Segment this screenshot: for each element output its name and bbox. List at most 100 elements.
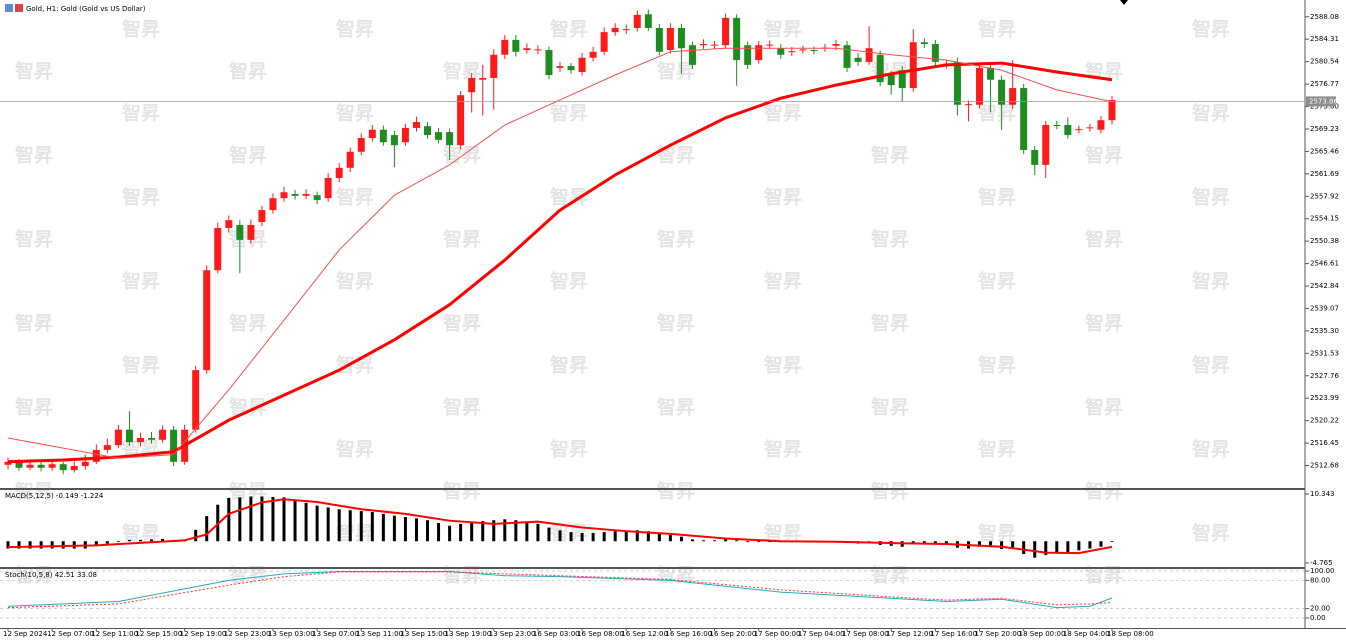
watermark: 智昇 — [336, 102, 374, 125]
macd-bar — [1099, 541, 1103, 547]
x-tick-label: 12 Sep 07:00 — [47, 630, 94, 638]
candle-body — [854, 57, 862, 62]
candle-body — [534, 49, 542, 51]
macd-bar — [271, 496, 275, 542]
x-tick-label: 17 Sep 04:00 — [798, 630, 845, 638]
macd-bar — [525, 522, 529, 542]
candle-body — [412, 122, 420, 128]
watermark: 智昇 — [15, 60, 53, 83]
macd-bar — [17, 541, 21, 549]
macd-bar — [602, 532, 606, 542]
watermark: 智昇 — [871, 312, 909, 335]
indicator-line — [7, 61, 1113, 464]
macd-bar — [646, 531, 650, 542]
candle-body — [81, 461, 89, 466]
candle-body — [324, 177, 332, 199]
macd-bar — [624, 531, 628, 542]
macd-bar — [348, 510, 352, 542]
candle-body — [225, 220, 233, 228]
macd-bar — [1055, 541, 1059, 554]
watermark: 智昇 — [764, 438, 802, 461]
macd-bar — [28, 541, 32, 549]
y-tick-label: 2561.69 — [1310, 170, 1339, 178]
watermark: 智昇 — [336, 186, 374, 209]
watermark: 智昇 — [978, 102, 1016, 125]
candle-body — [556, 66, 564, 68]
watermark: 智昇 — [1085, 228, 1123, 251]
candle-body — [766, 44, 774, 46]
macd-bar — [6, 541, 10, 549]
macd-bar — [459, 523, 463, 542]
y-tick-label: 2565.46 — [1310, 147, 1339, 155]
candle-body — [103, 445, 111, 450]
macd-bar — [1000, 541, 1004, 550]
y-tick-label: 2527.76 — [1310, 372, 1339, 380]
indicator-line — [7, 570, 1113, 609]
shift-marker — [1120, 0, 1128, 5]
candle-body — [313, 195, 321, 200]
candle-body — [15, 461, 23, 468]
y-tick-label: 2523.99 — [1310, 394, 1339, 402]
watermark: 智昇 — [764, 186, 802, 209]
watermark: 智昇 — [229, 396, 267, 419]
x-tick-label: 17 Sep 20:00 — [975, 630, 1022, 638]
candle-body — [346, 151, 354, 168]
y-tick-label: 100.00 — [1310, 567, 1335, 575]
candle-body — [567, 66, 575, 71]
candle-body — [114, 429, 122, 446]
y-tick-label: 2539.07 — [1310, 304, 1339, 312]
macd-bar — [161, 538, 165, 542]
candle-body — [931, 44, 939, 62]
y-tick-label: 2516.45 — [1310, 439, 1339, 447]
watermark: 智昇 — [978, 354, 1016, 377]
macd-bar — [426, 520, 430, 542]
candle-body — [666, 27, 674, 50]
candle-body — [269, 198, 277, 211]
candle-body — [677, 27, 685, 49]
candle-body — [280, 192, 288, 199]
macd-bar — [315, 505, 319, 542]
macd-bar — [127, 539, 131, 542]
candle-body — [788, 51, 796, 53]
macd-bar — [1110, 541, 1114, 543]
y-tick-label: 2569.23 — [1310, 125, 1339, 133]
watermark: 智昇 — [1085, 396, 1123, 419]
watermark: 智昇 — [122, 522, 160, 545]
macd-bar — [1022, 541, 1026, 555]
x-tick-label: 18 Sep 08:00 — [1107, 630, 1154, 638]
candle-body — [26, 464, 34, 468]
watermark: 智昇 — [15, 144, 53, 167]
watermark: 智昇 — [1192, 102, 1230, 125]
indicator-title: MACD(5,12,5) -0.149 -1.224 — [5, 492, 104, 500]
watermark: 智昇 — [443, 396, 481, 419]
candle-body — [203, 270, 211, 371]
x-tick-label: 16 Sep 12:00 — [621, 630, 668, 638]
macd-bar — [702, 540, 706, 542]
watermark: 智昇 — [1192, 18, 1230, 41]
candle-body — [1086, 127, 1094, 129]
watermark: 智昇 — [1085, 312, 1123, 335]
candle-body — [843, 45, 851, 68]
watermark: 智昇 — [657, 396, 695, 419]
macd-bar — [249, 496, 253, 542]
candle-body — [48, 464, 56, 468]
watermark: 智昇 — [871, 564, 909, 587]
macd-bar — [989, 541, 993, 548]
candle-body — [468, 77, 476, 93]
candle-body — [876, 54, 884, 83]
macd-bar — [470, 522, 474, 542]
x-tick-label: 12 Sep 15:00 — [135, 630, 182, 638]
watermark: 智昇 — [336, 522, 374, 545]
watermark: 智昇 — [443, 312, 481, 335]
candle-body — [59, 464, 67, 471]
macd-bar — [304, 502, 308, 542]
watermark: 智昇 — [657, 564, 695, 587]
watermark: 智昇 — [1085, 564, 1123, 587]
macd-bar — [205, 516, 209, 542]
x-tick-label: 17 Sep 00:00 — [754, 630, 801, 638]
macd-bar — [944, 541, 948, 545]
macd-bar — [657, 533, 661, 542]
candle-body — [70, 465, 78, 471]
